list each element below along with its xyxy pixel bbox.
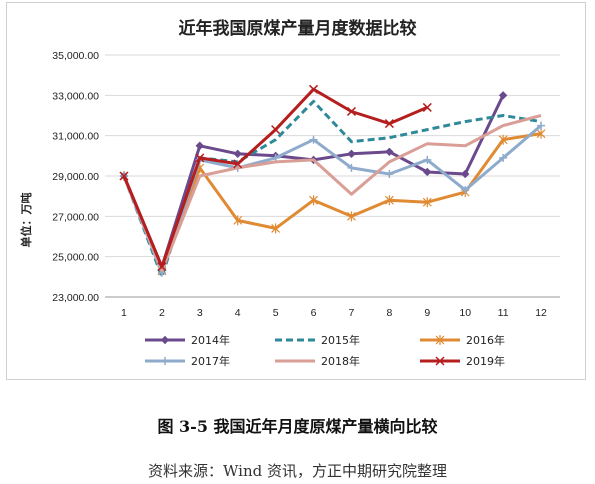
series-point-3 [423,155,432,164]
x-tick-label: 6 [311,307,317,319]
legend-label-1: 2015年 [321,333,360,347]
y-tick-label: 23,000.00 [52,292,99,304]
y-tick-label: 35,000.00 [52,50,99,62]
x-tick-label: 10 [459,307,471,319]
figure-caption: 图 3-5 我国近年月度原煤产量横向比较 [157,417,438,436]
legend-label-4: 2018年 [321,354,360,368]
chart-frame [6,2,586,380]
series-point-2 [233,215,243,226]
series-point-3 [537,121,546,130]
series-point-2 [498,134,508,145]
series-point-5 [384,119,394,129]
source-note: 资料来源：Wind 资讯，方正中期研究院整理 [148,462,447,480]
x-tick-label: 12 [535,307,547,319]
series-point-3 [385,169,394,178]
series-point-2 [536,128,546,139]
series-point-0 [498,91,508,100]
series-point-5 [157,262,167,272]
series-point-0 [385,147,394,157]
x-tick-label: 7 [349,307,355,319]
series-point-3 [461,186,470,195]
series-point-2 [271,223,281,234]
x-tick-label: 1 [121,307,127,319]
chart-title: 近年我国原煤产量月度数据比较 [178,19,417,39]
x-tick-label: 5 [273,307,279,319]
series-line-0 [122,94,505,269]
legend-marker-0 [160,335,170,345]
legend-marker-5 [435,356,445,366]
legend-marker-3 [161,357,169,365]
series-point-0 [423,167,432,177]
y-tick-label: 33,000.00 [52,90,99,102]
y-tick-label: 27,000.00 [52,211,99,223]
series-line-4 [122,114,542,273]
x-tick-label: 8 [386,307,392,319]
series-point-5 [233,159,243,169]
series-point-2 [384,195,394,206]
legend-label-2: 2016年 [466,333,505,347]
x-tick-label: 3 [197,307,203,319]
legend-label-5: 2019年 [466,354,505,368]
x-tick-label: 2 [159,307,165,319]
series-point-2 [347,211,356,222]
series-point-0 [233,149,242,159]
series-point-5 [195,153,205,163]
series-point-3 [499,153,508,162]
y-tick-label: 31,000.00 [52,131,99,143]
legend-marker-2 [435,335,445,345]
series-point-2 [422,197,432,208]
series-point-3 [347,163,356,172]
y-tick-label: 29,000.00 [52,171,99,183]
legend-label-3: 2017年 [191,354,230,368]
series-point-5 [422,102,432,112]
x-tick-label: 11 [498,307,509,319]
series-point-2 [309,195,318,206]
series-point-0 [195,141,204,150]
legend-label-0: 2014年 [191,333,230,347]
series-point-5 [346,106,356,116]
series-point-5 [271,125,281,135]
series-point-3 [309,135,318,144]
series-point-5 [309,84,319,94]
x-tick-label: 9 [424,307,430,319]
series-point-5 [119,171,129,181]
series-point-0 [461,169,470,179]
series-point-0 [347,149,356,159]
x-tick-label: 4 [235,307,241,319]
y-tick-label: 25,000.00 [52,252,99,264]
